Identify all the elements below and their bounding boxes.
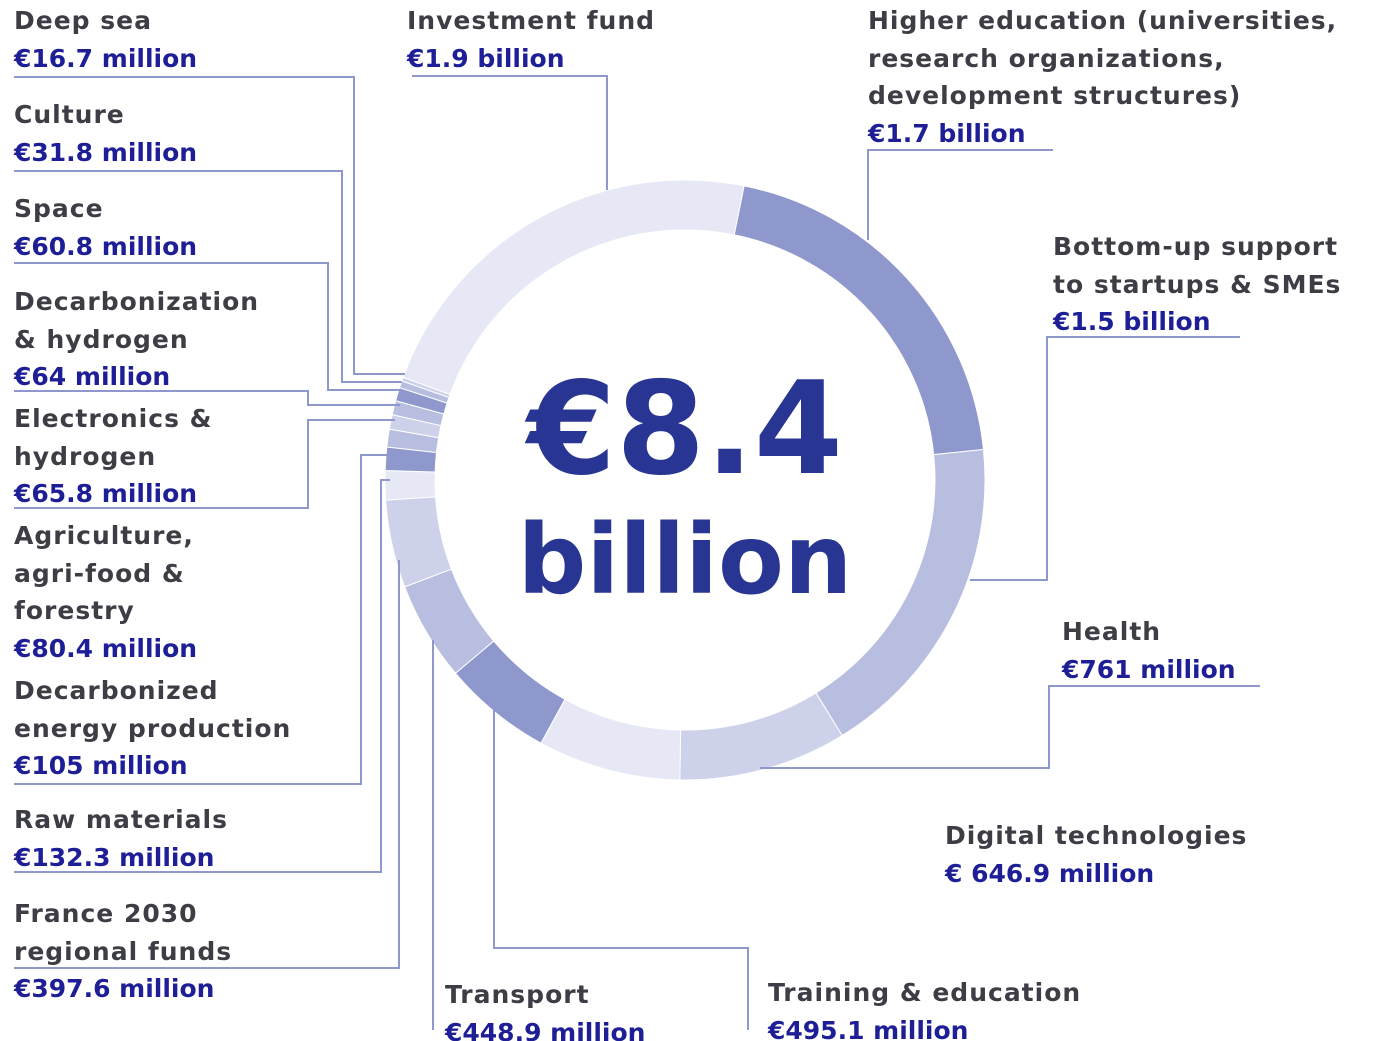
value-label: €64 million (14, 362, 171, 391)
slice-label: Higher education (universities, research… (868, 2, 1368, 152)
slice-label: Electronics & hydrogen €65.8 million (14, 400, 214, 513)
value-label: €1.9 billion (407, 43, 565, 73)
leader-line (493, 710, 749, 1030)
category-name: Deep sea (14, 6, 152, 35)
slice-label: Training & education €495.1 million (768, 974, 1168, 1041)
category-name: Transport (445, 980, 590, 1009)
slice-label: Health €761 million (1062, 613, 1322, 688)
center-value: €8.4 (527, 355, 843, 504)
leader-line (14, 454, 390, 785)
slice-label: Raw materials €132.3 million (14, 801, 314, 876)
center-unit: billion (517, 504, 853, 616)
leader-line (14, 419, 395, 509)
value-label: €397.6 million (14, 974, 215, 1003)
slice-label: Bottom-up support to startups & SMEs €1.5… (1053, 228, 1373, 341)
value-label: €448.9 million (445, 1017, 646, 1041)
value-label: €60.8 million (14, 231, 198, 261)
value-label: €495.1 million (768, 1015, 969, 1041)
value-label: €80.4 million (14, 633, 198, 663)
value-label: €1.7 billion (868, 118, 1026, 148)
leader-line (760, 685, 1260, 769)
value-label: €132.3 million (14, 842, 215, 872)
slice-label: Decarbonized energy production €105 milli… (14, 672, 314, 785)
leader-line (412, 75, 608, 190)
category-name: Space (14, 194, 104, 223)
category-name: Digital technologies (945, 821, 1248, 850)
value-label: €31.8 million (14, 137, 198, 167)
slice-label: France 2030 regional funds €397.6 million (14, 895, 254, 1008)
value-label: €761 million (1062, 654, 1236, 684)
category-name: Culture (14, 100, 125, 129)
category-name: Bottom-up support to startups & SMEs (1053, 232, 1342, 299)
slice-label: Culture €31.8 million (14, 96, 314, 171)
category-name: Raw materials (14, 805, 228, 834)
value-label: €105 million (14, 751, 188, 780)
category-name: Health (1062, 617, 1162, 646)
category-name: Decarbonization & hydrogen (14, 287, 260, 354)
slice-label: Agriculture, agri-food & forestry €80.4 m… (14, 517, 214, 667)
slice-label: Investment fund €1.9 billion (407, 2, 727, 77)
value-label: €65.8 million (14, 479, 198, 508)
donut-slice (679, 692, 843, 781)
leader-line (970, 336, 1240, 581)
slice-label: Deep sea €16.7 million (14, 2, 314, 77)
donut-slice (384, 469, 437, 501)
category-name: Electronics & hydrogen (14, 404, 213, 471)
slice-label: Digital technologies € 646.9 million (945, 817, 1345, 892)
leader-line (14, 76, 405, 375)
value-label: € 646.9 million (945, 858, 1155, 888)
category-name: Investment fund (407, 6, 656, 35)
leader-line (14, 390, 400, 406)
value-label: €1.5 billion (1053, 307, 1211, 336)
leader-line (867, 149, 1053, 240)
donut-slice (540, 698, 682, 781)
donut-slice (401, 376, 451, 399)
slice-label: Decarbonization & hydrogen €64 million (14, 283, 284, 396)
category-name: Higher education (universities, research… (868, 6, 1338, 110)
value-label: €16.7 million (14, 43, 198, 73)
category-name: Agriculture, agri-food & forestry (14, 521, 194, 625)
leader-line (14, 170, 402, 383)
category-name: France 2030 regional funds (14, 899, 233, 966)
category-name: Decarbonized energy production (14, 676, 292, 743)
slice-label: Transport €448.9 million (445, 976, 745, 1041)
leader-line (14, 262, 400, 391)
slice-label: Space €60.8 million (14, 190, 314, 265)
leader-line (14, 560, 400, 969)
category-name: Training & education (768, 978, 1082, 1007)
leader-line (14, 479, 390, 873)
